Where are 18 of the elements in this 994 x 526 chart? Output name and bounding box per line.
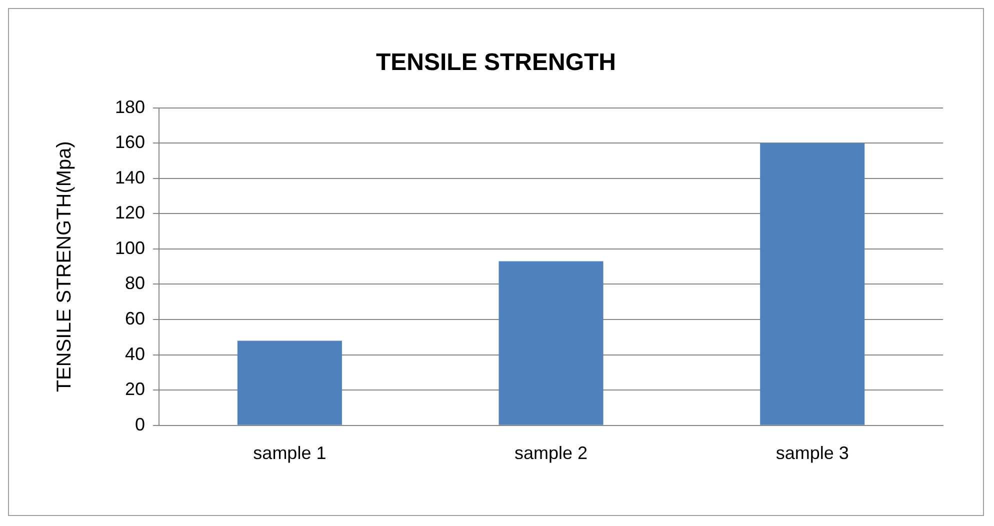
y-tick-label: 0 xyxy=(135,414,146,434)
y-tick-label: 40 xyxy=(125,344,146,364)
x-tick-label: sample 3 xyxy=(776,443,849,464)
bar xyxy=(237,340,342,425)
bar xyxy=(760,143,865,425)
y-tick-label: 160 xyxy=(114,132,146,152)
y-tick-label: 20 xyxy=(125,379,146,400)
bar xyxy=(498,261,604,425)
y-tick-label: 60 xyxy=(125,308,146,328)
y-tick-label: 120 xyxy=(114,202,146,223)
y-axis-title: TENSILE STRENGTH(Mpa) xyxy=(54,141,76,392)
x-tick-label: sample 1 xyxy=(253,443,326,464)
y-tick-label: 140 xyxy=(114,167,146,188)
x-tick-label: sample 2 xyxy=(514,443,588,464)
chart-title: TENSILE STRENGTH xyxy=(376,49,616,76)
y-tick-label: 80 xyxy=(125,273,146,294)
y-tick-label: 180 xyxy=(114,96,146,117)
y-tick-label: 100 xyxy=(114,238,146,258)
